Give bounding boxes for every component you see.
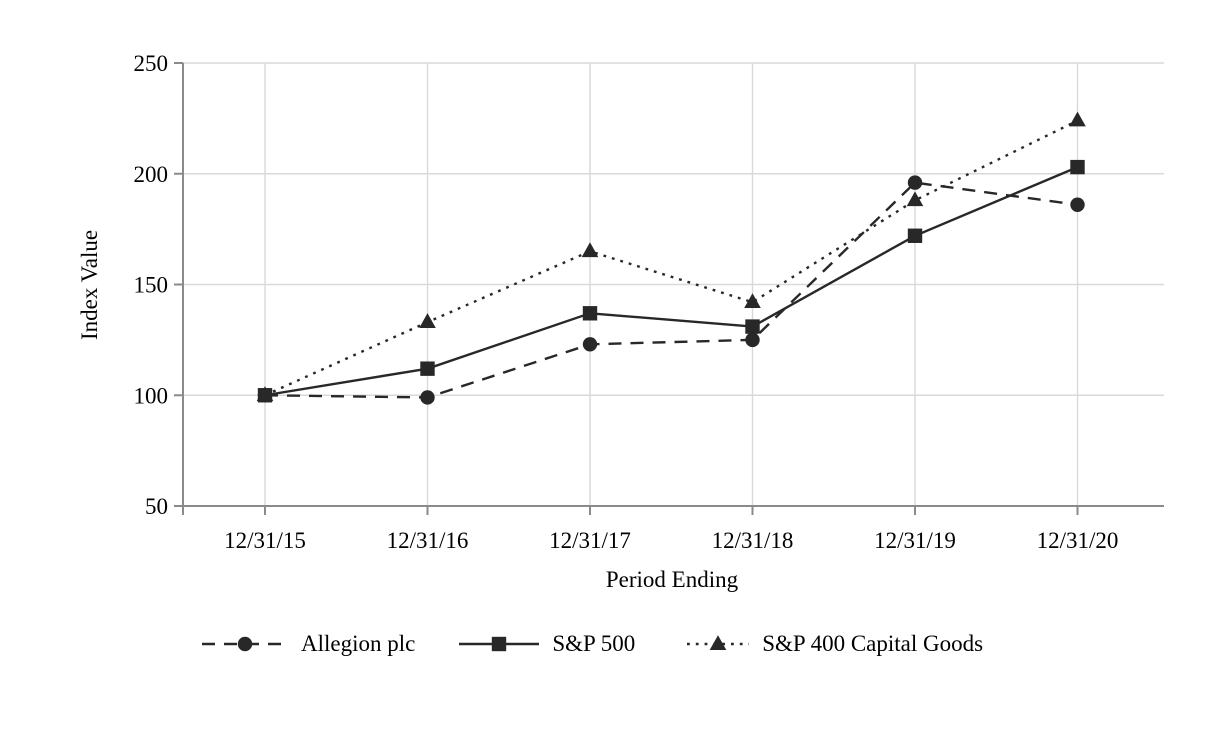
dotted-triangle-line-icon: [687, 635, 750, 650]
x-tick-label: 12/31/20: [1037, 528, 1119, 553]
circle-marker: [1070, 197, 1085, 212]
legend-label: Allegion plc: [301, 631, 416, 656]
axis-titles: Index Value Period Ending: [77, 230, 739, 592]
series-markers-s-p-400-capital-goods: [256, 111, 1086, 402]
x-tick-label: 12/31/18: [712, 528, 794, 553]
series-line-s-p-500: [264, 165, 1078, 397]
legend-item-sp500: S&P 500: [459, 631, 635, 657]
x-tick-label: 12/31/16: [387, 528, 469, 553]
gridlines: [183, 62, 1164, 506]
square-marker: [907, 228, 923, 243]
axes: 50 100 150 200 250 12/31/15 12/31/16 12/31/17 12…: [134, 51, 1164, 553]
x-tick-label: 12/31/19: [874, 528, 956, 553]
legend-item-allegion-plc: Allegion plc: [202, 631, 415, 657]
chart-legend: Allegion plc S&P 500 S&P 400 Capital Goo…: [202, 631, 983, 657]
solid-square-line-icon: [459, 636, 540, 652]
legend-label: S&P 500: [552, 631, 636, 656]
y-tick-label: 50: [145, 494, 168, 519]
series-line-s-p-400-capital-goods: [264, 119, 1079, 397]
legend-item-sp400-capital-goods: S&P 400 Capital Goods: [687, 631, 983, 657]
triangle-marker: [419, 313, 436, 328]
y-axis-title: Index Value: [77, 230, 102, 340]
circle-marker: [907, 175, 923, 190]
x-tick-label: 12/31/17: [549, 528, 631, 553]
circle-marker: [420, 390, 435, 405]
series-markers-allegion-plc: [257, 175, 1085, 405]
y-tick-label: 100: [134, 383, 169, 408]
square-marker: [582, 306, 598, 321]
x-axis-title: Period Ending: [606, 567, 739, 592]
square-marker: [1070, 159, 1085, 175]
triangle-marker: [906, 191, 924, 207]
x-tick-label: 12/31/15: [224, 528, 306, 553]
y-tick-label: 150: [134, 273, 169, 298]
series-line-allegion-plc: [264, 181, 1078, 399]
y-tick-label: 200: [134, 162, 169, 187]
triangle-marker: [744, 293, 761, 309]
performance-line-chart: 50 100 150 200 250 12/31/15 12/31/16 12/31/17 12…: [77, 51, 1164, 592]
y-tick-label: 250: [134, 51, 169, 76]
dashed-circle-line-icon: [202, 636, 288, 652]
triangle-marker: [1069, 111, 1086, 127]
series-markers-s-p-500: [257, 159, 1085, 403]
chart-series: [256, 111, 1086, 405]
circle-marker: [745, 332, 760, 348]
legend-label: S&P 400 Capital Goods: [762, 631, 984, 656]
square-marker: [420, 361, 435, 376]
square-marker: [257, 388, 273, 403]
square-marker: [745, 319, 760, 334]
triangle-marker: [581, 242, 599, 258]
circle-marker: [582, 337, 598, 352]
